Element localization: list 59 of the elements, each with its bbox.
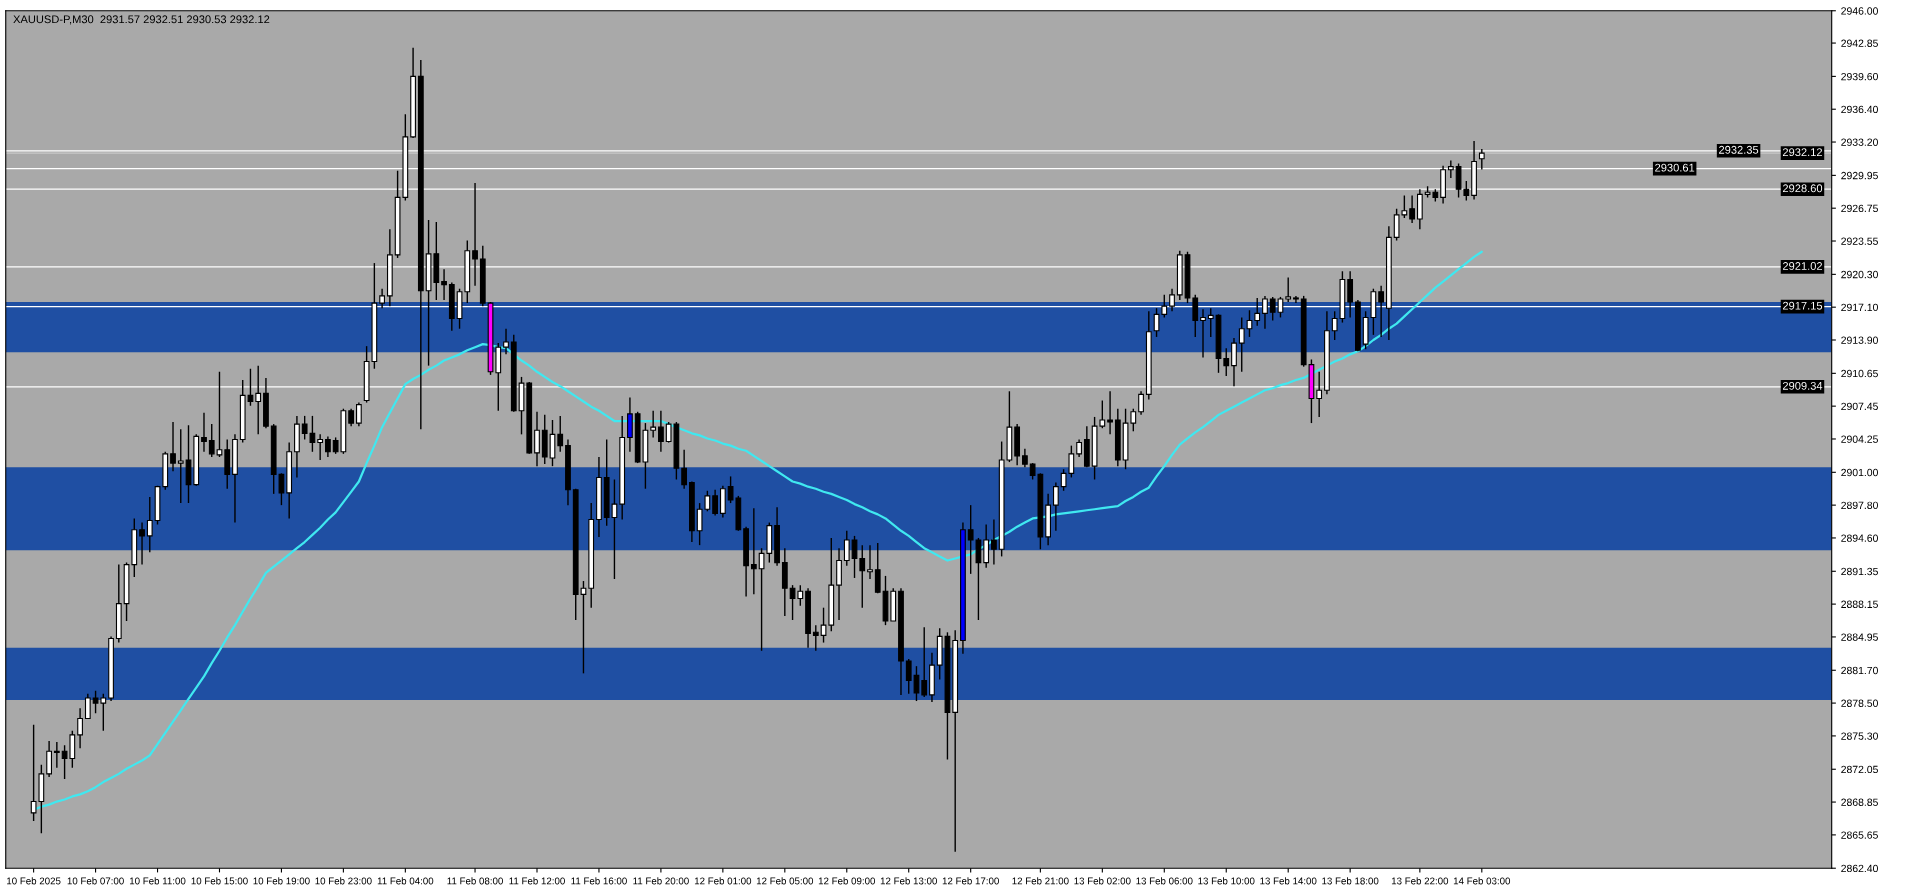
x-tick-label: 11 Feb 20:00 — [633, 877, 689, 885]
x-tick-label: 13 Feb 14:00 — [1260, 877, 1317, 885]
x-tick-label: 14 Feb 03:00 — [1453, 877, 1511, 885]
x-tick-label: 12 Feb 13:00 — [880, 877, 937, 885]
y-tick-label: 2888.15 — [1841, 600, 1878, 608]
ref-line-label: 2909.34 — [1782, 381, 1823, 390]
y-tick-label: 2901.00 — [1841, 468, 1878, 477]
x-tick-label: 11 Feb 16:00 — [571, 877, 627, 885]
ref-line-label: 2921.02 — [1782, 262, 1823, 270]
y-tick-label: 2933.20 — [1841, 138, 1878, 146]
x-tick-label: 10 Feb 11:00 — [129, 877, 186, 885]
x-tick-label: 13 Feb 10:00 — [1198, 877, 1255, 885]
y-tick-label: 2872.05 — [1841, 765, 1878, 774]
y-tick-label: 2929.95 — [1841, 171, 1878, 180]
ref-line-label: 2928.60 — [1782, 184, 1823, 193]
x-tick-label: 12 Feb 09:00 — [818, 877, 876, 885]
x-tick-label: 13 Feb 06:00 — [1136, 877, 1193, 885]
ref-line-label: 2932.35 — [1719, 145, 1759, 154]
y-tick-label: 2917.10 — [1841, 303, 1878, 312]
y-tick-label: 2939.60 — [1841, 72, 1878, 81]
x-tick-label: 11 Feb 12:00 — [509, 877, 565, 885]
x-tick-label: 12 Feb 01:00 — [694, 877, 752, 885]
x-tick-label: 10 Feb 19:00 — [253, 877, 310, 885]
x-tick-label: 10 Feb 07:00 — [67, 877, 124, 885]
x-tick-label: 11 Feb 04:00 — [377, 877, 434, 885]
x-tick-label: 12 Feb 05:00 — [756, 877, 814, 885]
y-tick-label: 2881.70 — [1841, 666, 1878, 675]
y-tick-label: 2910.65 — [1841, 369, 1878, 378]
y-tick-label: 2920.30 — [1841, 270, 1878, 279]
x-tick-label: 10 Feb 23:00 — [315, 877, 372, 885]
y-tick-label: 2868.85 — [1841, 798, 1878, 806]
x-tick-label: 10 Feb 15:00 — [191, 877, 248, 885]
ref-line-label: 2917.15 — [1782, 301, 1823, 310]
y-tick-label: 2897.80 — [1841, 501, 1878, 510]
chart-title: XAUUSD-P,M30 2931.57 2932.51 2930.53 2932.12 — [13, 15, 270, 25]
y-tick-label: 2884.95 — [1841, 633, 1878, 641]
y-tick-label: 2923.55 — [1841, 237, 1878, 245]
y-tick-label: 2894.60 — [1841, 534, 1878, 542]
x-tick-label: 13 Feb 18:00 — [1322, 877, 1379, 885]
y-tick-label: 2875.30 — [1841, 732, 1878, 740]
y-tick-label: 2946.00 — [1841, 7, 1878, 15]
y-tick-label: 2926.75 — [1841, 204, 1878, 213]
y-tick-label: 2904.25 — [1841, 435, 1878, 443]
y-tick-label: 2942.85 — [1841, 39, 1878, 47]
y-tick-label: 2907.45 — [1841, 402, 1878, 411]
y-tick-label: 2865.65 — [1841, 831, 1878, 839]
x-tick-label: 12 Feb 21:00 — [1012, 877, 1069, 885]
y-tick-label: 2878.50 — [1841, 699, 1878, 707]
x-tick-label: 13 Feb 02:00 — [1074, 877, 1131, 885]
y-tick-label: 2891.35 — [1841, 567, 1878, 576]
x-tick-label: 13 Feb 22:00 — [1391, 877, 1449, 885]
ref-line-label: 2930.61 — [1655, 163, 1695, 172]
ref-line-label: 2932.12 — [1782, 148, 1823, 157]
x-tick-label: 12 Feb 17:00 — [942, 877, 999, 885]
y-tick-label: 2913.90 — [1841, 336, 1878, 344]
x-tick-label: 11 Feb 08:00 — [447, 877, 503, 885]
x-tick-label: 10 Feb 2025 — [7, 877, 61, 885]
y-tick-label: 2936.40 — [1841, 105, 1878, 114]
y-tick-label: 2862.40 — [1841, 864, 1878, 873]
